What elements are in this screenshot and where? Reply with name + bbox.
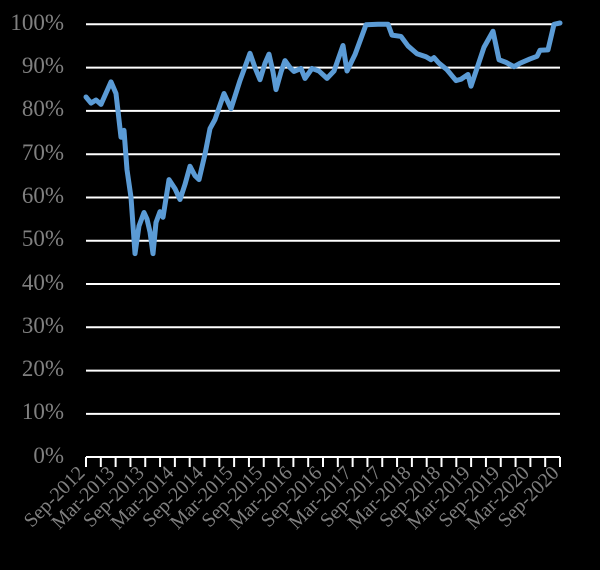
svg-text:30%: 30%	[22, 313, 64, 338]
svg-text:90%: 90%	[22, 53, 64, 78]
svg-text:50%: 50%	[22, 226, 64, 251]
svg-text:0%: 0%	[33, 443, 64, 468]
svg-text:20%: 20%	[22, 356, 64, 381]
svg-text:40%: 40%	[22, 270, 64, 295]
svg-text:70%: 70%	[22, 140, 64, 165]
svg-text:80%: 80%	[22, 96, 64, 121]
svg-text:10%: 10%	[22, 399, 64, 424]
svg-text:60%: 60%	[22, 183, 64, 208]
svg-text:100%: 100%	[10, 10, 64, 35]
